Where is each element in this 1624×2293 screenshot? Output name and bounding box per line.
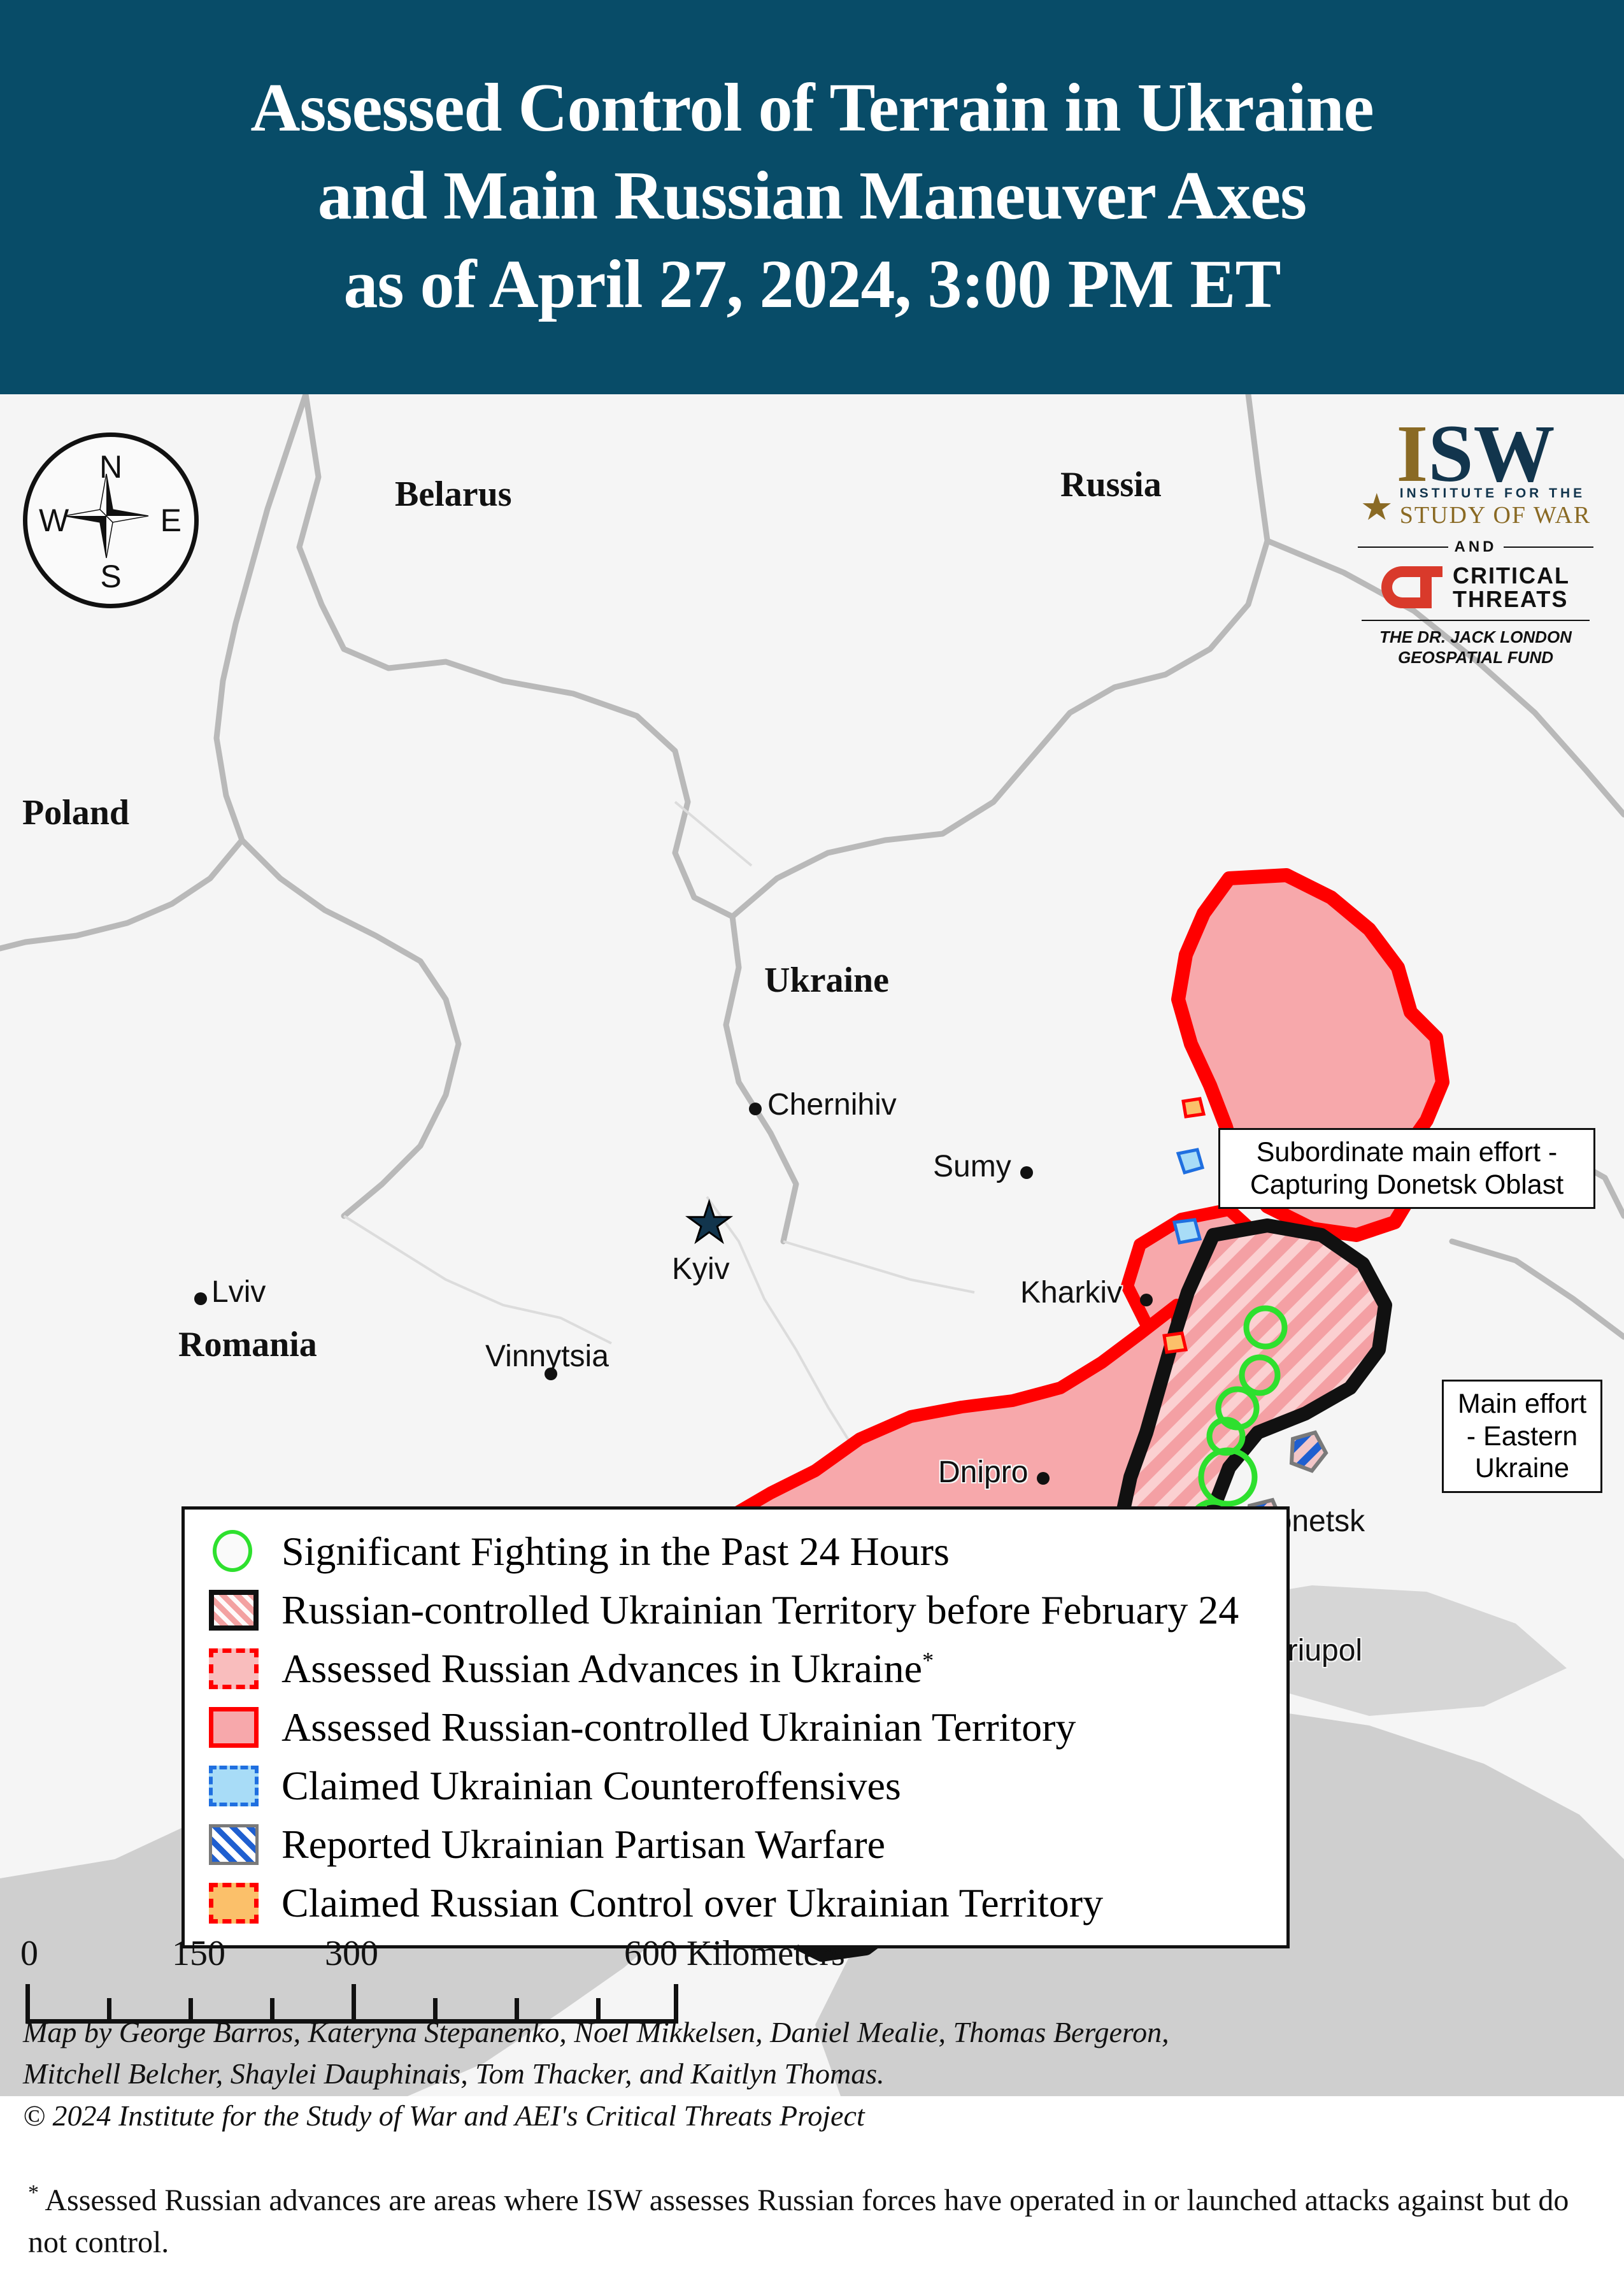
city-dot-sumy [1020, 1166, 1033, 1179]
scale-label-600: 600 Kilometers [624, 1934, 845, 1973]
legend-label-assessed-advances: Assessed Russian Advances in Ukraine* [281, 1646, 934, 1691]
credits-line-2: Mitchell Belcher, Shaylei Dauphinais, To… [23, 2057, 885, 2090]
legend-swatch-blue-hatch-gray [204, 1822, 265, 1867]
critical-threats-logo: CRITICAL THREATS [1358, 562, 1593, 612]
fund-line-1: THE DR. JACK LONDON [1379, 627, 1572, 647]
map-legend: Significant Fighting in the Past 24 Hour… [182, 1506, 1290, 1948]
compass-north-label: N [99, 449, 123, 485]
legend-label-pre-feb24-control: Russian-controlled Ukrainian Territory b… [281, 1587, 1239, 1632]
country-label-russia: Russia [1060, 465, 1162, 504]
country-label-belarus: Belarus [395, 475, 512, 514]
legend-item-significant-fighting: Significant Fighting in the Past 24 Hour… [204, 1522, 1270, 1581]
divider-left [1358, 546, 1448, 548]
compass-west-label: W [39, 503, 69, 538]
legend-swatch-orange-dashed-red [204, 1881, 265, 1925]
ct-threats-label: THREATS [1453, 585, 1569, 612]
city-label-sumy: Sumy [933, 1150, 1011, 1183]
city-label-kyiv: Kyiv [672, 1252, 730, 1286]
legend-label-assessed-control: Assessed Russian-controlled Ukrainian Te… [281, 1704, 1076, 1750]
isw-tagline: ★ INSTITUTE FOR THE STUDY OF WAR [1358, 486, 1593, 529]
ct-monogram-icon [1381, 566, 1442, 608]
city-label-kharkiv: Kharkiv [1020, 1276, 1123, 1310]
star-icon: ★ [1360, 486, 1393, 528]
legend-item-pre-feb24-control: Russian-controlled Ukrainian Territory b… [204, 1581, 1270, 1639]
title-line-1: Assessed Control of Terrain in Ukraine [250, 70, 1374, 146]
legend-item-partisan-warfare: Reported Ukrainian Partisan Warfare [204, 1815, 1270, 1874]
footnote: * Assessed Russian advances are areas wh… [28, 2178, 1601, 2264]
city-dot-dnipro [1037, 1472, 1050, 1485]
callout-subordinate-main-effort: Subordinate main effort - Capturing Done… [1218, 1128, 1595, 1210]
capital-star-icon: ★ [683, 1192, 734, 1254]
city-dot-chernihiv [749, 1103, 762, 1115]
legend-item-assessed-advances: Assessed Russian Advances in Ukraine* [204, 1639, 1270, 1698]
isw-logo: I SW ★ INSTITUTE FOR THE STUDY OF WAR AN… [1358, 408, 1593, 668]
fund-divider [1362, 620, 1590, 622]
fund-line-2: GEOSPATIAL FUND [1397, 647, 1554, 667]
ct-critical-label: CRITICAL [1453, 562, 1570, 589]
divider-right [1503, 546, 1593, 548]
scale-label-150: 150 [172, 1934, 225, 1973]
legend-label-claimed-russian-control: Claimed Russian Control over Ukrainian T… [281, 1880, 1104, 1925]
credits-line-1: Map by George Barros, Kateryna Stepanenk… [23, 2016, 1169, 2048]
isw-wordmark: I SW [1358, 408, 1593, 499]
compass-rose: N E S W [23, 432, 199, 608]
title-banner: Assessed Control of Terrain in Ukraine a… [0, 0, 1624, 393]
legend-label-significant-fighting: Significant Fighting in the Past 24 Hour… [281, 1529, 950, 1574]
legend-swatch-pink-dashed-red [204, 1647, 265, 1691]
country-label-romania: Romania [178, 1325, 317, 1364]
callout-main-effort: Main effort - Eastern Ukraine [1442, 1380, 1602, 1494]
city-label-dnipro: Dnipro [938, 1455, 1029, 1489]
legend-swatch-pink-hatch-black [204, 1588, 265, 1632]
title-line-3: as of April 27, 2024, 3:00 PM ET [343, 246, 1281, 322]
city-label-lviv: Lviv [211, 1275, 266, 1309]
country-label-ukraine: Ukraine [764, 961, 889, 1000]
scale-bar: 0 150 300 600 Kilometers [20, 1933, 845, 2024]
isw-letters-sw: SW [1428, 408, 1555, 499]
isw-institute-label: INSTITUTE FOR THE [1399, 485, 1586, 501]
credits-line-3: © 2024 Institute for the Study of War an… [23, 2099, 865, 2132]
scale-bar-graphic [25, 1979, 726, 2024]
city-label-chernihiv: Chernihiv [767, 1088, 897, 1122]
title-line-2: and Main Russian Maneuver Axes [317, 158, 1307, 234]
legend-swatch-pink-solid-red [204, 1705, 265, 1750]
footnote-text: Assessed Russian advances are areas wher… [28, 2183, 1569, 2260]
compass-east-label: E [160, 503, 182, 538]
legend-item-assessed-control: Assessed Russian-controlled Ukrainian Te… [204, 1698, 1270, 1757]
legend-label-partisan-warfare: Reported Ukrainian Partisan Warfare [281, 1822, 885, 1867]
and-divider: AND [1358, 538, 1593, 556]
map-credits: Map by George Barros, Kateryna Stepanenk… [23, 2011, 1488, 2136]
legend-item-claimed-russian-control: Claimed Russian Control over Ukrainian T… [204, 1874, 1270, 1932]
footnote-marker: * [28, 2181, 39, 2204]
scale-label-300: 300 [325, 1934, 378, 1973]
legend-swatch-blue-dashed [204, 1764, 265, 1808]
and-label: AND [1454, 538, 1497, 555]
legend-swatch-green-circle [204, 1529, 265, 1574]
legend-label-counteroffensives: Claimed Ukrainian Counteroffensives [281, 1763, 901, 1808]
scale-bar-labels: 0 150 300 600 Kilometers [20, 1933, 845, 1975]
city-label-vinnytsia: Vinnytsia [485, 1339, 609, 1373]
country-label-poland: Poland [22, 793, 130, 832]
city-dot-vinnytsia [545, 1368, 557, 1380]
city-dot-lviv [194, 1292, 207, 1305]
isw-letter-i: I [1396, 408, 1428, 499]
isw-study-of-war-label: STUDY OF WAR [1399, 501, 1592, 529]
legend-item-counteroffensives: Claimed Ukrainian Counteroffensives [204, 1757, 1270, 1815]
legend-footnote-marker: * [922, 1647, 934, 1673]
city-dot-kharkiv [1140, 1294, 1153, 1306]
scale-label-0: 0 [20, 1934, 38, 1973]
compass-south-label: S [100, 559, 122, 594]
